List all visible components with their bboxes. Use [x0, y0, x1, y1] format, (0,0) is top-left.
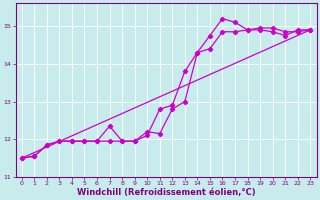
X-axis label: Windchill (Refroidissement éolien,°C): Windchill (Refroidissement éolien,°C)	[77, 188, 255, 197]
